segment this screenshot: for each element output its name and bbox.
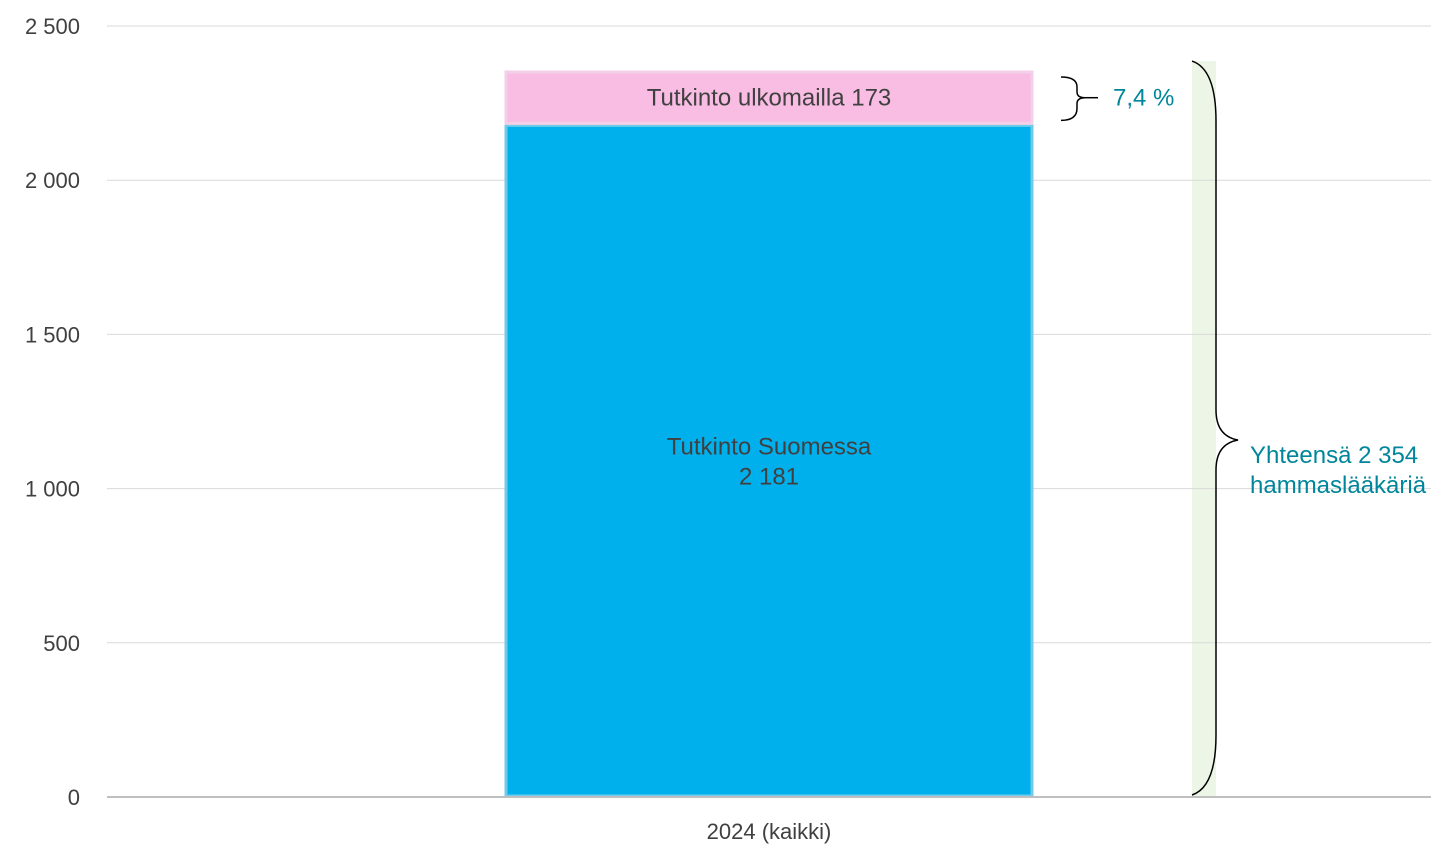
- bar-segment-finland: [505, 124, 1033, 798]
- total-brace: [1191, 60, 1239, 796]
- bar-data-label: Tutkinto Suomessa: [667, 434, 872, 461]
- y-tick-label: 2 500: [25, 14, 80, 39]
- y-tick-label: 2 000: [25, 168, 80, 193]
- total-band: [1192, 61, 1216, 797]
- y-tick-label: 1 500: [25, 322, 80, 347]
- bar-segment-abroad: [505, 71, 1033, 125]
- total-label-line2: hammaslääkäriä: [1250, 472, 1427, 499]
- bar-segment-edge: [504, 70, 1034, 125]
- bar-data-label: Tutkinto ulkomailla 173: [647, 85, 892, 112]
- y-tick-label: 500: [43, 631, 80, 656]
- y-tick-label: 0: [68, 785, 80, 810]
- share-brace: [1060, 76, 1086, 122]
- y-tick-label: 1 000: [25, 477, 80, 502]
- bar-data-label: 2 181: [739, 464, 799, 491]
- total-label-line1: Yhteensä 2 354: [1250, 442, 1418, 469]
- share-percent-label: 7,4 %: [1113, 85, 1174, 112]
- x-tick-label: 2024 (kaikki): [707, 819, 832, 844]
